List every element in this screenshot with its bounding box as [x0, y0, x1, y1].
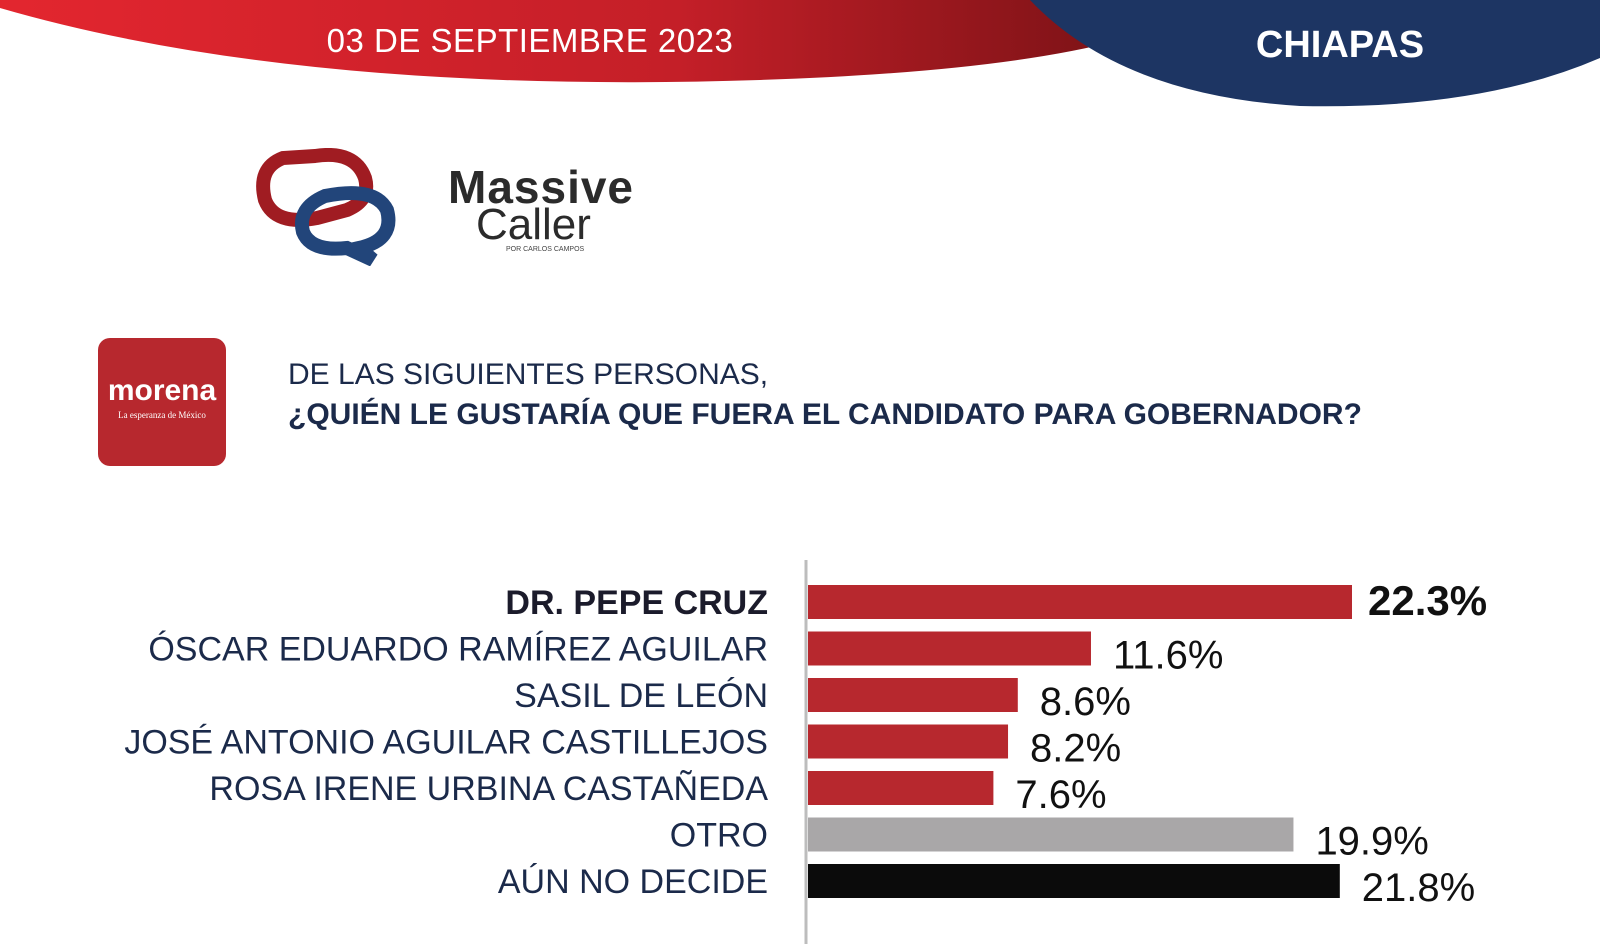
bar: [808, 631, 1091, 666]
massive-caller-logo-icon: [256, 148, 396, 266]
party-name: morena: [107, 374, 217, 407]
value-label: 7.6%: [1015, 773, 1106, 817]
value-label: 8.2%: [1030, 727, 1121, 771]
category-label: OTRO: [670, 817, 768, 855]
brand-name-line2: Caller: [476, 200, 591, 249]
state-name: CHIAPAS: [1255, 24, 1425, 66]
red-banner-shape: [0, 0, 1130, 83]
value-label: 19.9%: [1315, 820, 1428, 864]
category-label: ÓSCAR EDUARDO RAMÍREZ AGUILAR: [148, 631, 768, 669]
value-label: 21.8%: [1362, 866, 1475, 910]
value-label: 11.6%: [1113, 634, 1223, 678]
navy-banner-shape: [1030, 0, 1600, 107]
brand-byline: POR CARLOS CAMPOS: [506, 246, 585, 253]
category-label: AÚN NO DECIDE: [498, 863, 768, 901]
survey-date: 03 DE SEPTIEMBRE 2023: [326, 22, 734, 59]
bar: [808, 585, 1352, 619]
bar: [808, 817, 1294, 852]
bar: [808, 724, 1009, 759]
party-logo: morena La esperanza de México: [98, 338, 226, 466]
category-label: JOSÉ ANTONIO AGUILAR CASTILLEJOS: [124, 724, 768, 762]
question-line-1: DE LAS SIGUIENTES PERSONAS,: [288, 358, 769, 391]
category-label: ROSA IRENE URBINA CASTAÑEDA: [209, 770, 768, 808]
brand-name-line1: Massive: [448, 161, 635, 213]
header-banner: [0, 0, 1600, 107]
bar-chart: DR. PEPE CRUZ 22.3% ÓSCAR EDUARDO RAMÍREZ …: [124, 560, 1487, 944]
party-slogan: La esperanza de México: [118, 410, 206, 420]
value-label: 8.6%: [1040, 680, 1131, 724]
category-label: SASIL DE LEÓN: [514, 677, 768, 715]
bar: [808, 771, 994, 805]
bar: [808, 864, 1340, 898]
category-label: DR. PEPE CRUZ: [505, 584, 768, 622]
bar: [808, 678, 1018, 712]
value-label: 22.3%: [1368, 577, 1487, 624]
question-line-2: ¿QUIÉN LE GUSTARÍA QUE FUERA EL CANDIDAT…: [288, 398, 1362, 431]
